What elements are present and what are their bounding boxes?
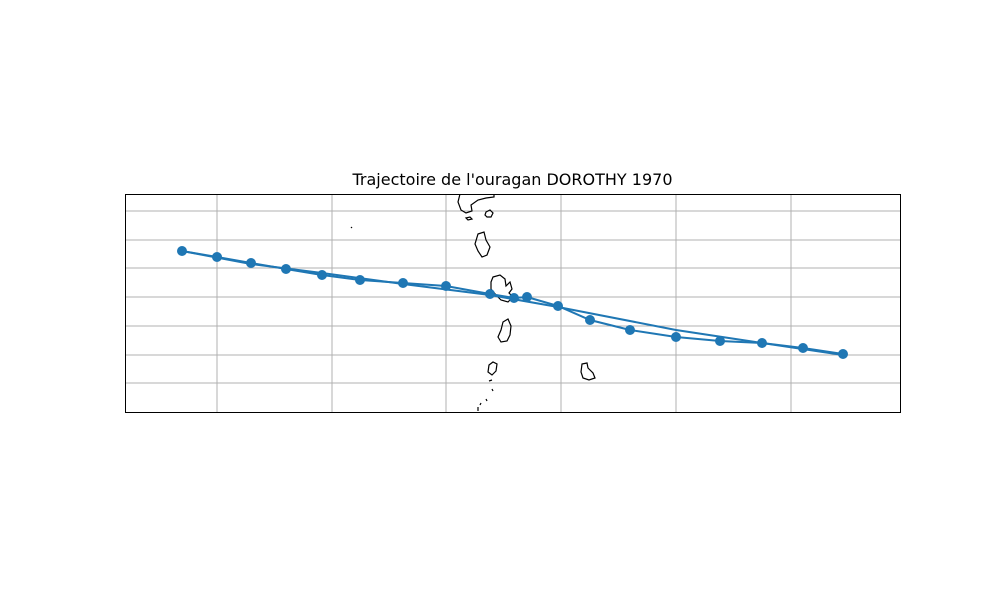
- track-point: [317, 270, 327, 280]
- track-point: [177, 246, 187, 256]
- track-point: [441, 281, 451, 291]
- track-point: [838, 349, 848, 359]
- island-coastline: [479, 402, 482, 406]
- island-coastline: [580, 362, 596, 381]
- map-title: Trajectoire de l'ouragan DOROTHY 1970: [352, 170, 673, 189]
- track-point: [757, 338, 767, 348]
- track-point: [585, 315, 595, 325]
- island-coastline: [485, 398, 488, 402]
- island-coastline: [464, 216, 474, 221]
- island-coastline: [487, 361, 498, 376]
- track-point: [798, 343, 808, 353]
- island-coastline: [457, 194, 495, 214]
- island-coastline: [488, 379, 493, 382]
- map-frame: [125, 194, 901, 413]
- track-point: [671, 332, 681, 342]
- track-point: [625, 325, 635, 335]
- map-gridlines: [125, 194, 900, 412]
- track-point: [509, 293, 519, 303]
- track-point: [715, 336, 725, 346]
- island-coastlines: [350, 194, 596, 411]
- island-coastline: [484, 209, 494, 218]
- track-point: [246, 258, 256, 268]
- track-point: [355, 275, 365, 285]
- track-point: [212, 252, 222, 262]
- track-point: [522, 292, 532, 302]
- track-point: [553, 301, 563, 311]
- track-point: [398, 278, 408, 288]
- island-coastline: [350, 226, 353, 229]
- track-point: [485, 289, 495, 299]
- island-coastline: [497, 318, 512, 343]
- track-line: [181, 250, 844, 356]
- island-coastline: [491, 388, 494, 392]
- track-point: [281, 264, 291, 274]
- island-coastline: [474, 231, 491, 258]
- hurricane-track: [177, 246, 848, 359]
